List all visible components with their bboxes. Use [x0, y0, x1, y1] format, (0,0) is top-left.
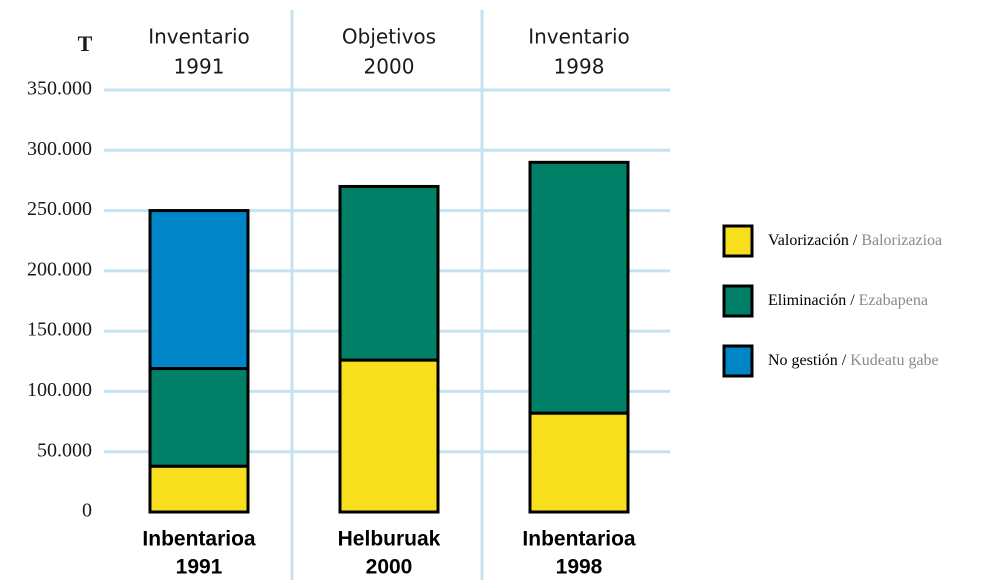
legend-separator: /	[842, 352, 847, 369]
y-tick-label: 150.000	[27, 319, 92, 341]
column-header: Inventario	[148, 25, 250, 49]
x-tick-label: 2000	[366, 556, 413, 579]
legend-label: Eliminación / Ezabapena	[768, 292, 928, 309]
x-tick-label: Inbentarioa	[522, 528, 636, 551]
legend-name: Eliminación	[768, 292, 846, 309]
legend-separator: /	[853, 232, 858, 249]
column-header: Inventario	[528, 25, 630, 49]
bar-segment	[528, 411, 630, 514]
bar-segment	[338, 358, 440, 514]
column-header: 2000	[364, 55, 415, 79]
column-header: 1991	[174, 55, 225, 79]
bar-segment	[338, 184, 440, 362]
y-tick-label: 50.000	[37, 439, 92, 461]
legend-swatch	[722, 284, 754, 318]
y-axis-label: T	[78, 31, 93, 56]
legend-label: Valorización / Balorizazioa	[768, 232, 942, 249]
y-tick-label: 300.000	[27, 138, 92, 160]
column-header: Objetivos	[342, 25, 436, 49]
legend-name-alt: Kudeatu gabe	[850, 352, 938, 369]
bar-segment	[148, 209, 250, 371]
x-tick-label: Inbentarioa	[142, 528, 256, 551]
y-tick-label: 0	[82, 500, 92, 522]
column-header: 1998	[554, 55, 605, 79]
bar-segment	[528, 160, 630, 415]
legend-name: No gestión	[768, 352, 838, 369]
legend-separator: /	[850, 292, 855, 309]
legend-name-alt: Ezabapena	[859, 292, 928, 309]
bar-segment	[148, 464, 250, 514]
y-tick-label: 250.000	[27, 198, 92, 220]
bar-segment	[148, 367, 250, 468]
legend-label: No gestión / Kudeatu gabe	[768, 352, 939, 369]
legend-swatch	[722, 224, 754, 258]
y-tick-label: 200.000	[27, 258, 92, 280]
x-tick-label: 1991	[176, 556, 223, 579]
y-tick-label: 350.000	[27, 78, 92, 100]
legend-name: Valorización	[768, 232, 849, 249]
x-tick-label: Helburuak	[338, 528, 441, 551]
x-tick-label: 1998	[556, 556, 603, 579]
legend-swatch	[722, 344, 754, 378]
y-tick-label: 100.000	[27, 379, 92, 401]
legend-name-alt: Balorizazioa	[861, 232, 942, 249]
